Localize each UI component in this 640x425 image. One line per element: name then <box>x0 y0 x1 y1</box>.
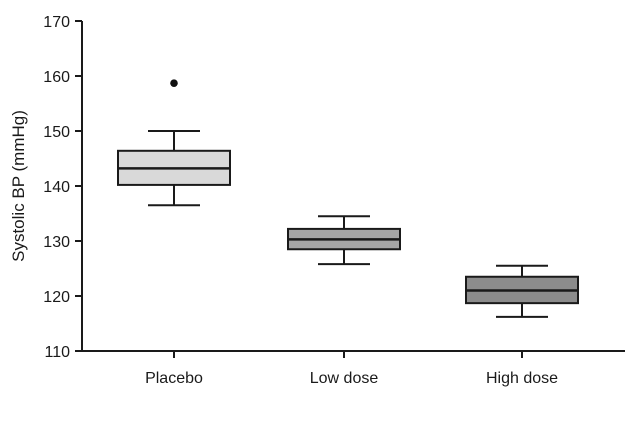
y-axis-title: Systolic BP (mmHg) <box>9 110 28 262</box>
box-1 <box>117 79 231 207</box>
y-tick-label: 110 <box>44 344 70 361</box>
y-tick-label: 140 <box>43 179 70 196</box>
y-tick-label: 160 <box>43 69 70 86</box>
x-tick-label: High dose <box>486 370 558 387</box>
y-tick-label: 170 <box>43 14 70 31</box>
boxes <box>117 79 579 318</box>
box-3 <box>465 264 579 318</box>
x-categories: Placebo Low dose High dose <box>145 351 558 387</box>
y-tick-label: 130 <box>43 234 70 251</box>
y-ticks: 110 120 130 140 150 160 170 <box>43 14 82 361</box>
outlier-point <box>170 79 178 87</box>
x-tick-label: Low dose <box>310 370 379 387</box>
x-tick-label: Placebo <box>145 370 203 387</box>
y-tick-label: 150 <box>43 124 70 141</box>
box-2 <box>287 215 401 266</box>
y-tick-label: 120 <box>43 289 70 306</box>
